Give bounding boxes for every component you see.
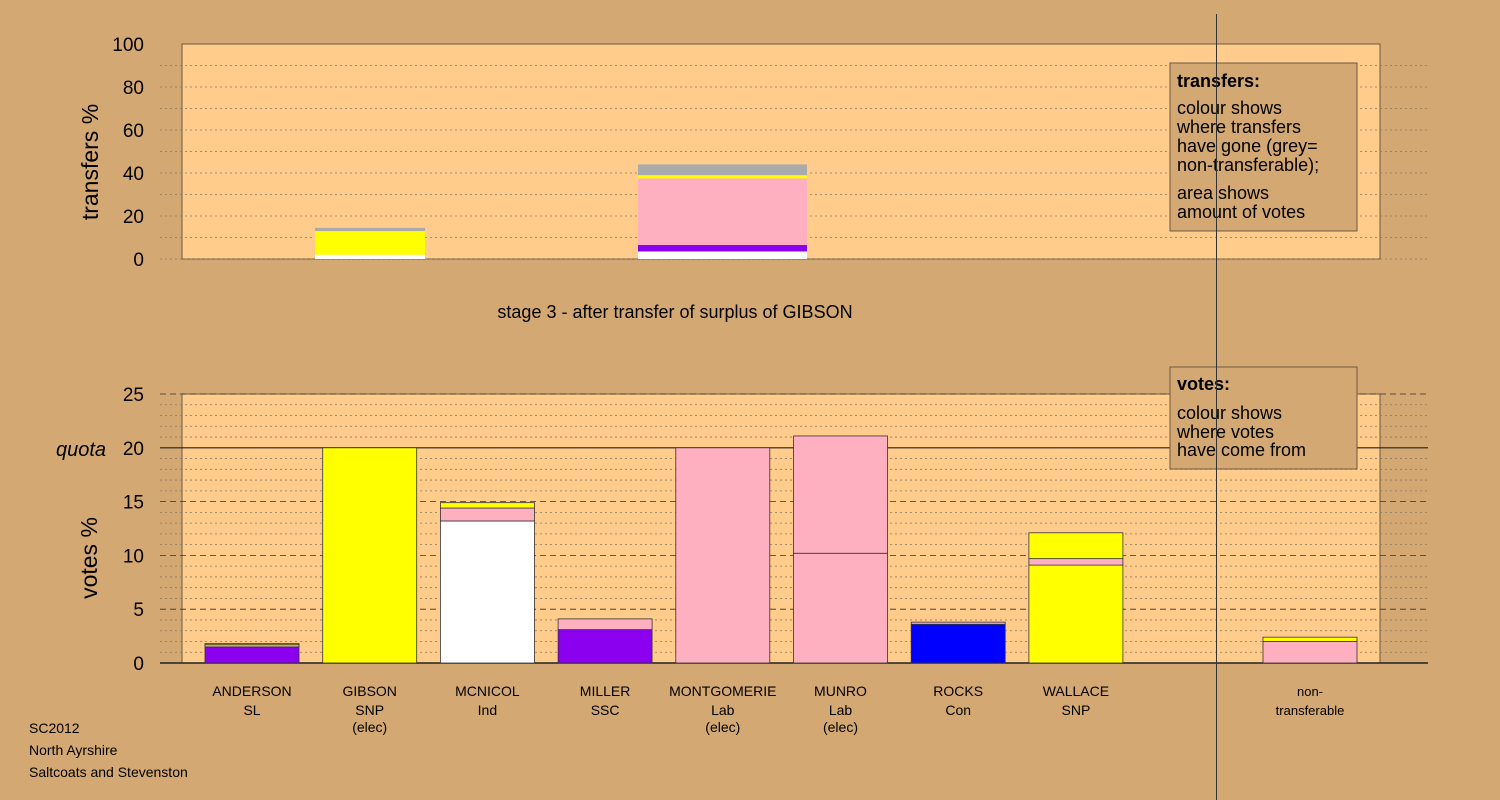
votes-legend-line: colour shows xyxy=(1177,403,1282,423)
vote-segment-lab xyxy=(675,447,771,664)
transfer-segment-ind xyxy=(638,251,807,259)
transfer-segment-lab xyxy=(638,178,807,246)
transfers-legend-line: colour shows xyxy=(1177,98,1282,118)
transfers-y-tick: 40 xyxy=(123,164,144,185)
vote-segment-snp xyxy=(1028,564,1124,664)
votes-legend-box xyxy=(1169,366,1358,470)
footer: SC2012 North Ayrshire Saltcoats and Stev… xyxy=(29,720,188,780)
votes-legend-title: votes: xyxy=(1177,374,1230,394)
votes-y-tick: 10 xyxy=(123,546,144,567)
vote-segment-sl xyxy=(204,646,300,664)
vote-segment-lab xyxy=(1028,558,1124,566)
transfer-segment-ssc xyxy=(638,245,807,252)
votes-y-tick: 25 xyxy=(123,385,144,406)
votes-y-tick: 5 xyxy=(133,600,144,621)
transfer-segment-snp xyxy=(315,231,425,255)
transfers-legend-line: where transfers xyxy=(1176,117,1301,137)
candidate-party: SNP xyxy=(355,702,384,718)
votes-y-tick: 15 xyxy=(123,493,144,514)
candidate-name: MUNRO xyxy=(814,683,867,699)
vote-segment-lab xyxy=(793,552,888,664)
nontransferable-segment-lab xyxy=(1262,641,1358,664)
transfers-y-tick: 60 xyxy=(123,121,144,142)
nontransferable-segment-snp xyxy=(1262,636,1358,642)
votes-legend: votes: colour shows where votes have com… xyxy=(1169,366,1358,470)
candidate-name: MONTGOMERIE xyxy=(669,683,776,699)
vote-segment-lab xyxy=(439,507,535,522)
transfers-legend-line: non-transferable); xyxy=(1177,155,1319,175)
votes-y-axis: 0 5 10 15 20 25 xyxy=(123,385,144,675)
vote-segment-lab xyxy=(793,435,888,554)
vote-segment-lab xyxy=(910,621,1006,625)
vote-segment-ind xyxy=(439,520,535,664)
candidate-name: WALLACE xyxy=(1043,683,1109,699)
transfers-legend-box xyxy=(1169,62,1358,232)
footer-ward: Saltcoats and Stevenston xyxy=(29,764,188,780)
votes-y-label: votes % xyxy=(76,517,102,599)
transfers-panel: 0 20 40 60 80 100 transfers % stage 3 - after… xyxy=(77,35,1428,322)
vote-segment-ssc xyxy=(557,629,653,664)
transfers-legend-line: area shows xyxy=(1177,183,1269,203)
candidate-party: Lab xyxy=(829,702,853,718)
transfers-y-axis: 0 20 40 60 80 100 xyxy=(112,35,144,271)
candidate-name: ROCKS xyxy=(933,683,983,699)
transfers-legend-line: amount of votes xyxy=(1177,202,1305,222)
nontransferable-label: non- xyxy=(1297,684,1323,699)
candidate-elected-note: (elec) xyxy=(823,719,858,735)
transfers-y-tick: 100 xyxy=(112,35,144,56)
candidate-party: SL xyxy=(243,702,260,718)
vote-segment-snp xyxy=(322,447,418,664)
vote-segment-snp xyxy=(1028,532,1124,560)
candidate-name: MCNICOL xyxy=(455,683,520,699)
stage-caption: stage 3 - after transfer of surplus of G… xyxy=(497,302,852,322)
transfer-segment-non-transferable xyxy=(638,164,807,176)
votes-bars xyxy=(204,435,1358,664)
transfers-y-tick: 20 xyxy=(123,207,144,228)
vote-segment-snp xyxy=(204,643,300,646)
transfers-legend: transfers: colour shows where transfers … xyxy=(1169,62,1358,232)
votes-legend-line: where votes xyxy=(1176,422,1274,442)
transfers-bars xyxy=(315,164,807,259)
candidate-elected-note: (elec) xyxy=(352,719,387,735)
votes-y-tick: 0 xyxy=(133,654,144,675)
candidate-name: MILLER xyxy=(580,683,631,699)
candidate-party: Con xyxy=(945,702,971,718)
vote-segment-con xyxy=(910,623,1006,664)
transfer-segment-ind xyxy=(315,254,425,259)
transfers-legend-line: have gone (grey= xyxy=(1177,136,1318,156)
vote-segment-snp xyxy=(439,502,535,509)
votes-y-tick: 20 xyxy=(123,439,144,460)
candidate-name: GIBSON xyxy=(342,683,396,699)
footer-council: North Ayrshire xyxy=(29,742,118,758)
transfers-y-label: transfers % xyxy=(77,104,103,220)
candidate-elected-note: (elec) xyxy=(705,719,740,735)
quota-label: quota xyxy=(56,439,106,461)
transfer-segment-non-transferable xyxy=(315,227,425,232)
candidate-party: Ind xyxy=(478,702,497,718)
nontransferable-label: transferable xyxy=(1276,703,1345,718)
candidate-party: SSC xyxy=(591,702,620,718)
transfers-legend-title: transfers: xyxy=(1177,71,1260,91)
footer-election: SC2012 xyxy=(29,720,80,736)
transfers-y-tick: 80 xyxy=(123,78,144,99)
transfers-y-tick: 0 xyxy=(133,250,144,271)
transfer-segment-snp xyxy=(638,175,807,179)
vote-segment-lab xyxy=(557,618,653,631)
votes-legend-line: have come from xyxy=(1177,440,1306,460)
candidate-party: Lab xyxy=(711,702,735,718)
votes-x-axis-labels: ANDERSONSLGIBSONSNP(elec)MCNICOLIndMILLE… xyxy=(212,683,1344,735)
candidate-party: SNP xyxy=(1062,702,1091,718)
candidate-name: ANDERSON xyxy=(212,683,291,699)
